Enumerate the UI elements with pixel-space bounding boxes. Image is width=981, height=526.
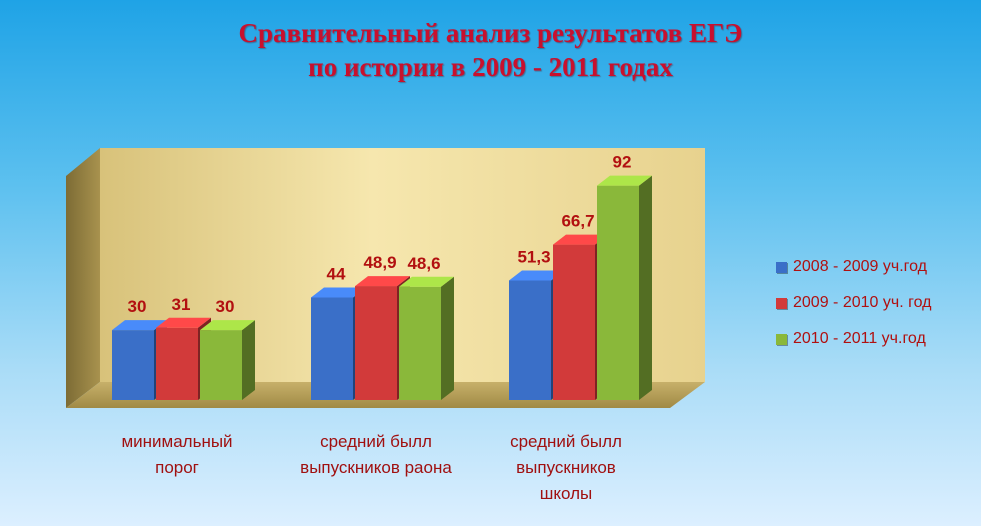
bar-top bbox=[509, 270, 564, 281]
bar-3-3 bbox=[597, 175, 652, 400]
bar-top bbox=[355, 276, 410, 287]
value-label-2-2: 48,9 bbox=[363, 253, 396, 272]
bar-2-3 bbox=[399, 276, 454, 400]
category-label-line: школы bbox=[539, 484, 593, 503]
legend-swatch bbox=[776, 261, 787, 273]
legend-swatch bbox=[776, 297, 787, 309]
bar-front bbox=[112, 330, 154, 400]
bar-side bbox=[639, 175, 652, 400]
chart-title-line-2: по истории в 2009 - 2011 годах bbox=[308, 52, 673, 82]
legend-swatch bbox=[776, 333, 787, 345]
category-label-line: выпускников bbox=[516, 458, 616, 477]
bar-front bbox=[399, 286, 441, 400]
bar-top bbox=[597, 175, 652, 186]
legend-label: 2010 - 2011 уч.год bbox=[793, 330, 926, 347]
bar-front bbox=[200, 330, 242, 400]
bar-front bbox=[156, 327, 198, 400]
legend-item-1: 2008 - 2009 уч.год bbox=[776, 256, 931, 278]
value-label-1-2: 31 bbox=[172, 295, 191, 314]
value-label-2-1: 44 bbox=[327, 264, 346, 283]
value-label-2-3: 48,6 bbox=[407, 254, 440, 273]
category-label-line: выпускников раона bbox=[300, 458, 452, 477]
legend-label: 2008 - 2009 уч.год bbox=[793, 258, 927, 275]
bar-front bbox=[553, 244, 595, 400]
bar-front bbox=[355, 286, 397, 400]
bar-top bbox=[399, 276, 454, 287]
category-label-line: средний былл bbox=[320, 432, 432, 451]
category-label-line: минимальный bbox=[121, 432, 233, 451]
bar-top bbox=[112, 320, 167, 331]
value-label-3-3: 92 bbox=[613, 153, 632, 172]
bar-front bbox=[597, 185, 639, 400]
bar-top bbox=[553, 234, 608, 245]
bar-top bbox=[200, 320, 255, 331]
category-label-1: минимальный порог bbox=[77, 429, 277, 481]
bar-top bbox=[156, 317, 211, 328]
legend-label: 2009 - 2010 уч. год bbox=[793, 294, 932, 311]
value-label-1-1: 30 bbox=[128, 297, 147, 316]
bar-1-3 bbox=[200, 320, 255, 400]
bar-top bbox=[311, 287, 366, 298]
category-label-line: порог bbox=[155, 458, 199, 477]
value-label-1-3: 30 bbox=[216, 297, 235, 316]
chart-title-line-1: Сравнительный анализ результатов ЕГЭ bbox=[238, 18, 743, 48]
legend: 2008 - 2009 уч.год 2009 - 2010 уч. год 201… bbox=[776, 256, 931, 364]
bars bbox=[112, 175, 652, 400]
category-label-2: средний былл выпускников раона bbox=[276, 429, 476, 481]
value-label-3-1: 51,3 bbox=[517, 247, 550, 266]
category-label-3: средний былл выпускников школы bbox=[466, 429, 666, 507]
legend-item-3: 2010 - 2011 уч.год bbox=[776, 328, 931, 350]
bar-front bbox=[509, 280, 551, 400]
bar-side bbox=[242, 320, 255, 400]
category-label-line: средний былл bbox=[510, 432, 622, 451]
value-label-3-2: 66,7 bbox=[561, 212, 594, 231]
chart-title: Сравнительный анализ результатов ЕГЭ по … bbox=[0, 16, 981, 84]
legend-item-2: 2009 - 2010 уч. год bbox=[776, 292, 931, 314]
bar-side bbox=[441, 276, 454, 400]
bar-front bbox=[311, 297, 353, 400]
value-labels: 30 31 30 44 48,9 48,6 51,3 66,7 92 bbox=[128, 153, 632, 316]
side-wall bbox=[66, 148, 100, 408]
